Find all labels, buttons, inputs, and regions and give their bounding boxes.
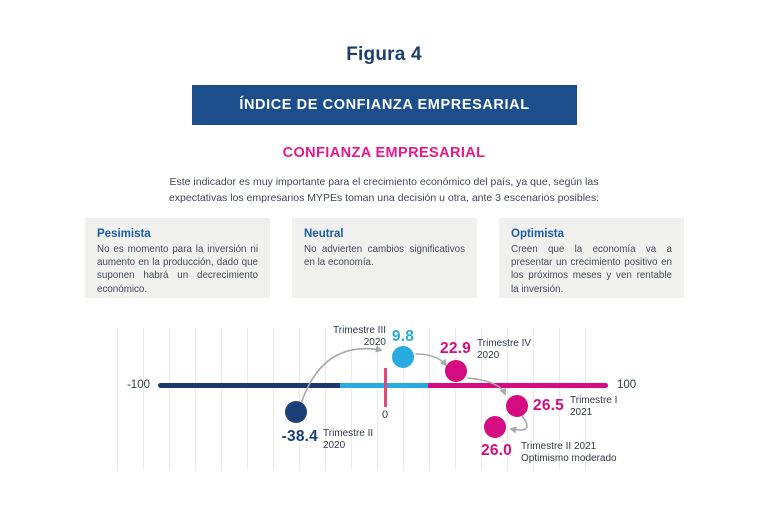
section-description-line2: expectativas los empresarios MYPEs toman… [168,191,600,204]
data-point-q4-2020 [445,360,467,382]
value-label-q2-2021: 26.0 [481,442,512,459]
data-point-q2-2021 [484,416,506,438]
figure-label: Figura 4 [346,44,422,65]
axis-zero-tick [384,368,387,407]
section-description: Este indicador es muy importante para el… [0,175,768,207]
period-line2: 2021 [570,407,593,419]
period-line2: 2020 [477,350,500,362]
axis-segment-negative [158,383,340,388]
axis-segment-positive [428,383,608,388]
period-line2: 2020 [363,337,386,349]
value-label-q1-2021: 26.5 [533,397,564,414]
value-label-q4-2020: 22.9 [440,340,471,357]
scenario-card-pesimista: Pesimista No es momento para la inversió… [85,218,270,298]
data-point-q3-2020 [392,346,414,368]
title-banner: ÍNDICE DE CONFIANZA EMPRESARIAL [192,85,577,125]
period-line1: Trimestre II 2021 [521,441,597,452]
scenario-title: Neutral [304,228,344,240]
confidence-timeline-chart: -100 100 0 -38.4 9.8 22.9 26.5 26.0 Trim… [0,318,768,498]
period-line2: 2020 [323,440,346,452]
scenario-title: Optimista [511,228,565,240]
scenario-card-optimista: Optimista Creen que la economía va a pre… [499,218,684,298]
period-label-q1-2021: Trimestre I 2021 [570,395,617,419]
axis-max-label: 100 [617,379,637,391]
period-line1: Trimestre IV [477,338,532,349]
period-line1: Trimestre II [323,428,374,439]
period-line1: Trimestre I [570,395,618,406]
data-point-q2-2020 [285,401,307,423]
banner-title: ÍNDICE DE CONFIANZA EMPRESARIAL [239,97,530,113]
period-line2: Optimismo moderado [521,453,617,465]
scenario-text: Creen que la economía va a presentar un … [511,244,672,295]
scenario-text: No es momento para la inversión ni aumen… [97,244,258,295]
period-label-q2-2020: Trimestre II 2020 [323,428,373,452]
axis-min-label: -100 [126,379,150,391]
scenario-text: No advierten cambios significativos en l… [304,244,465,269]
period-label-q3-2020: Trimestre III 2020 [306,325,386,349]
section-description-line1: Este indicador es muy importante para el… [169,176,599,188]
data-point-q1-2021 [506,395,528,417]
scenario-card-neutral: Neutral No advierten cambios significati… [292,218,477,298]
axis-zero-label: 0 [381,409,389,421]
value-label-q3-2020: 9.8 [391,328,415,345]
section-heading: CONFIANZA EMPRESARIAL [282,145,486,161]
scenario-title: Pesimista [97,228,151,240]
period-label-q4-2020: Trimestre IV 2020 [477,338,531,362]
period-line1: Trimestre III [333,325,386,336]
period-label-q2-2021: Trimestre II 2021 Optimismo moderado [521,441,617,465]
value-label-q2-2020: -38.4 [281,428,318,445]
